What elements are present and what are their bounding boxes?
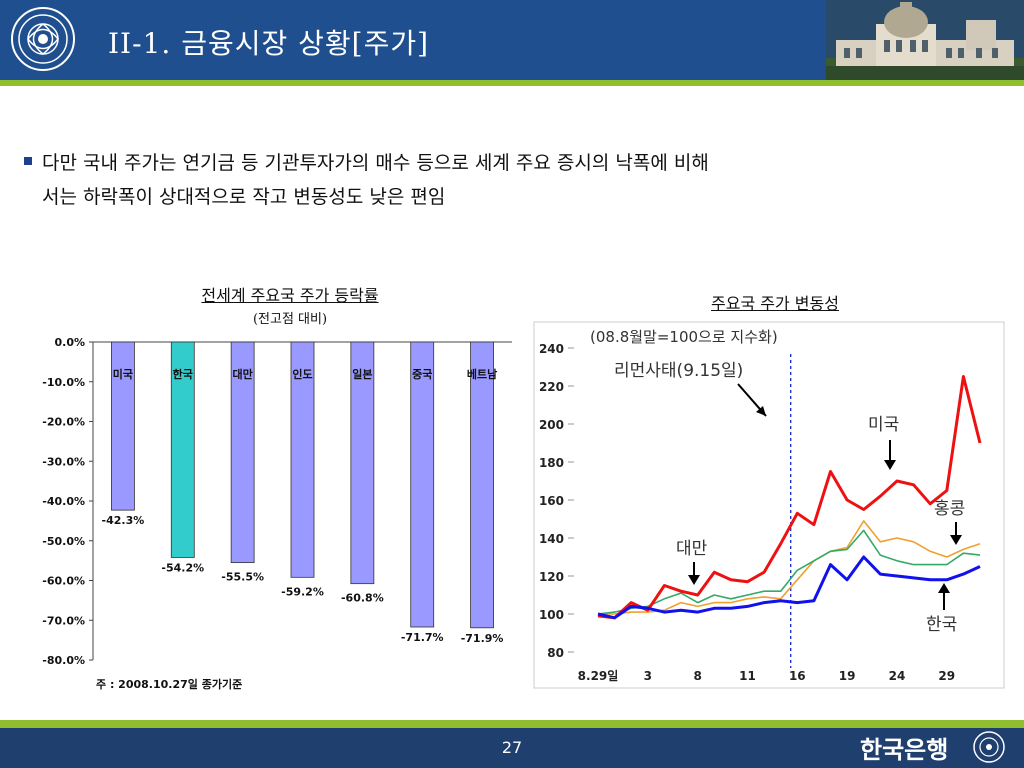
bar-value-label: -54.2% [161, 561, 204, 574]
bar-y-tick-label: -80.0% [42, 654, 85, 667]
line-y-tick-label: 240 [539, 342, 564, 356]
line-chart-title: 주요국 주가 변동성 [711, 294, 839, 313]
line-y-tick-label: 200 [539, 418, 564, 432]
bar-y-tick-label: -20.0% [42, 416, 85, 429]
bar-y-tick-label: -60.0% [42, 575, 85, 588]
line-x-tick-label: 24 [889, 669, 906, 683]
line-y-tick-label: 180 [539, 456, 564, 470]
bar [350, 341, 375, 585]
series-label-hk: 홍콩 [934, 499, 965, 519]
series-label-kr: 한국 [926, 615, 957, 635]
line-chart: (08.8월말=100으로 지수화) 80 100 120 140 160 180 200 22… [533, 321, 1005, 689]
bar [170, 341, 195, 558]
bullet-line-2: 서는 하락폭이 상대적으로 작고 변동성도 낮은 편임 [42, 186, 446, 208]
line-x-tick-label: 3 [644, 669, 652, 683]
line-x-tick-label: 11 [739, 669, 756, 683]
line-chart-subtitle: (08.8월말=100으로 지수화) [590, 328, 778, 346]
bar-y-tick-label: -40.0% [42, 495, 85, 508]
bar-value-label: -42.3% [102, 514, 145, 527]
line-y-tick-label: 220 [539, 380, 564, 394]
line-chart-frame [533, 321, 1005, 689]
bullet-line-1: 다만 국내 주가는 연기금 등 기관투자가의 매수 등으로 세계 주요 증시의 … [42, 152, 709, 174]
bar-chart: 0.0% -10.0% -20.0% -30.0% -40.0% -50.0% -60.0%… [42, 336, 512, 691]
brand-name: 한국은행 [860, 736, 949, 764]
line-x-tick-label: 19 [839, 669, 856, 683]
page-title: II-1. 금융시장 상황[주가] [108, 27, 430, 60]
line-y-tick-label: 120 [539, 570, 564, 584]
bar-y-tick-label: 0.0% [54, 336, 85, 349]
bar [410, 341, 435, 628]
bar [230, 341, 255, 564]
bar [111, 341, 135, 511]
bar-category-label: 일본 [352, 367, 372, 381]
series-label-tw: 대만 [676, 539, 708, 559]
bar-value-label: -59.2% [281, 585, 324, 598]
line-y-tick-label: 100 [539, 608, 564, 622]
bar-category-label: 인도 [292, 367, 312, 381]
series-line [597, 555, 981, 620]
bar-y-tick-label: -50.0% [42, 535, 85, 548]
us-arrowhead-icon [884, 460, 896, 470]
hk-arrowhead-icon [950, 535, 962, 545]
bar-category-label: 대만 [233, 367, 253, 381]
bank-emblem-footer-icon [973, 731, 1005, 763]
bar-chart-title: 전세계 주요국 주가 등락률 [201, 286, 379, 305]
bar-y-tick-label: -30.0% [42, 455, 85, 468]
bank-emblem-icon [11, 7, 75, 71]
bar-value-label: -71.7% [401, 631, 444, 644]
line-x-tick-label: 16 [789, 669, 806, 683]
slide-footer [0, 728, 1024, 768]
bar [470, 341, 494, 629]
bar-category-label: 미국 [113, 367, 133, 381]
line-x-tick-label: 29 [938, 669, 955, 683]
bullet-paragraph: 다만 국내 주가는 연기금 등 기관투자가의 매수 등으로 세계 주요 증시의 … [24, 146, 1014, 214]
footer-stripe [0, 720, 1024, 728]
kr-arrowhead-icon [938, 583, 950, 593]
line-y-tick-label: 80 [547, 646, 564, 660]
building-photo [826, 0, 1024, 80]
series-line [597, 375, 982, 620]
bar-category-label: 한국 [173, 367, 193, 381]
bar-category-label: 베트남 [467, 367, 497, 381]
header-stripe [0, 80, 1024, 86]
bar-value-label: -71.9% [461, 632, 504, 645]
event-label: 리먼사태(9.15일) [614, 361, 743, 381]
line-x-tick-label: 8.29일 [578, 669, 619, 683]
bullet-square-icon [24, 156, 32, 165]
line-y-tick-label: 140 [539, 532, 564, 546]
bar-y-tick-label: -10.0% [42, 376, 85, 389]
series-label-us: 미국 [868, 415, 899, 435]
bar [290, 341, 315, 578]
series-line [597, 529, 981, 615]
bar-category-label: 중국 [412, 368, 432, 381]
slide-header: II-1. 금융시장 상황[주가] [0, 0, 1024, 80]
bar-chart-subtitle: (전고점 대비) [252, 312, 328, 327]
bar-value-label: -60.8% [341, 592, 384, 605]
event-arrowhead-icon [756, 406, 766, 416]
bar-value-label: -55.5% [221, 571, 264, 584]
bar-y-tick-label: -70.0% [42, 614, 85, 627]
line-x-tick-label: 8 [693, 669, 701, 683]
tw-arrowhead-icon [688, 575, 700, 585]
page-number: 27 [501, 738, 523, 757]
line-y-tick-label: 160 [539, 494, 564, 508]
bar-chart-note: 주 : 2008.10.27일 종가기준 [96, 677, 242, 691]
